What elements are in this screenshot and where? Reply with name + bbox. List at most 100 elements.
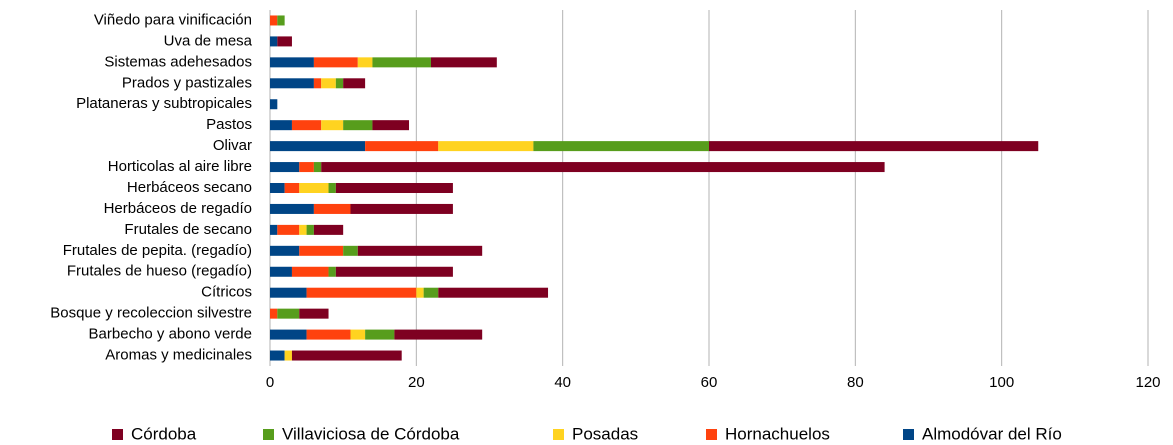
bar-segment (343, 245, 358, 256)
y-tick-label: Horticolas al aire libre (108, 158, 252, 175)
bar-segment (343, 120, 373, 131)
bar-segment (284, 350, 292, 361)
legend-swatch (903, 429, 914, 440)
x-tick-label: 120 (1135, 374, 1160, 391)
bar-segment (321, 162, 885, 173)
bar-segment (270, 162, 300, 173)
bar-segment (372, 120, 410, 131)
bar-segment (299, 183, 329, 193)
bar-segment (270, 203, 314, 214)
bar-segment (306, 329, 351, 340)
bar-segment (438, 287, 549, 298)
y-tick-label: Herbáceos secano (127, 179, 252, 196)
bar-segment (270, 183, 285, 193)
bar-segment (284, 183, 300, 193)
bar-segment (357, 57, 373, 68)
bar-segment (270, 36, 278, 47)
bar-segment (270, 350, 285, 361)
bar-segment (270, 99, 278, 110)
legend-label: Villaviciosa de Córdoba (282, 424, 460, 443)
bar-segment (270, 120, 292, 131)
legend-swatch (553, 429, 564, 440)
legend-label: Posadas (572, 424, 638, 443)
x-tick-label: 60 (701, 374, 718, 391)
y-tick-label: Bosque y recoleccion silvestre (50, 305, 252, 322)
bar-segment (350, 203, 453, 214)
legend-label: Almodóvar del Río (922, 424, 1062, 443)
legend-label: Córdoba (131, 424, 197, 443)
bar-segment (709, 141, 1039, 152)
bar-segment (313, 203, 351, 214)
x-tick-label: 100 (989, 374, 1014, 391)
bar-segment (270, 245, 300, 256)
bar-segment (343, 78, 366, 89)
bar-segment (291, 120, 322, 131)
legend-swatch (263, 429, 274, 440)
y-tick-label: Aromas y medicinales (105, 346, 252, 363)
bar-segment (270, 78, 314, 89)
bar-segment (277, 15, 285, 26)
y-tick-label: Frutales de pepita. (regadío) (63, 242, 252, 259)
bar-segment (335, 266, 453, 277)
y-tick-label: Herbáceos de regadío (104, 200, 252, 217)
bar-segment (299, 224, 307, 235)
y-tick-label: Barbecho y abono verde (89, 326, 252, 343)
bar-segment (328, 266, 336, 277)
y-tick-label: Viñedo para vinificación (94, 11, 252, 28)
bar-segment (372, 57, 431, 68)
bar-segment (299, 162, 314, 173)
bar-segment (270, 224, 278, 235)
bar-segment (291, 350, 402, 361)
bar-segment (416, 287, 424, 298)
x-tick-label: 20 (408, 374, 425, 391)
bar-segment (270, 141, 366, 152)
bar-segment (313, 78, 322, 89)
bar-segment (306, 224, 314, 235)
y-tick-label: Olivar (213, 137, 252, 154)
bar-segment (299, 245, 344, 256)
bar-segment (299, 308, 329, 319)
y-tick-label: Prados y pastizales (122, 74, 252, 91)
bar-segment (270, 15, 278, 26)
bar-segment (533, 141, 709, 152)
y-tick-label: Cítricos (201, 284, 252, 301)
y-tick-label: Pastos (206, 116, 252, 133)
y-tick-label: Sistemas adehesados (104, 53, 252, 70)
x-tick-label: 80 (847, 374, 864, 391)
y-tick-label: Frutales de hueso (regadío) (67, 263, 252, 280)
bar-segment (313, 57, 358, 68)
bar-segment (423, 287, 439, 298)
x-tick-label: 0 (266, 374, 274, 391)
bar-segment (270, 308, 278, 319)
bar-segment (270, 266, 292, 277)
bar-segment (313, 162, 322, 173)
bar-segment (291, 266, 329, 277)
bar-segment (277, 36, 292, 47)
bar-segment (335, 183, 453, 193)
legend-swatch (112, 429, 123, 440)
bar-segment (313, 224, 344, 235)
bar-segment (321, 120, 344, 131)
legend-swatch (706, 429, 717, 440)
y-tick-label: Plataneras y subtropicales (76, 95, 252, 112)
bar-segment (394, 329, 483, 340)
legend: Córdoba Villaviciosa de Córdoba Posadas Hor… (112, 424, 1062, 443)
bar-segment (321, 78, 336, 89)
bar-segment (277, 224, 300, 235)
bar-segment (365, 329, 395, 340)
bar-segment (335, 78, 344, 89)
bar-segment (365, 141, 439, 152)
legend-label: Hornachuelos (725, 424, 830, 443)
bar-segment (270, 287, 307, 298)
bar-segment (438, 141, 534, 152)
y-tick-label: Frutales de secano (124, 221, 252, 238)
bar-segment (277, 308, 300, 319)
bar-segment (270, 57, 314, 68)
bar-segment (357, 245, 483, 256)
y-tick-label: Uva de mesa (164, 32, 253, 49)
bar-segment (306, 287, 417, 298)
bar-segment (270, 329, 307, 340)
x-tick-label: 40 (554, 374, 571, 391)
bar-segment (328, 183, 336, 193)
